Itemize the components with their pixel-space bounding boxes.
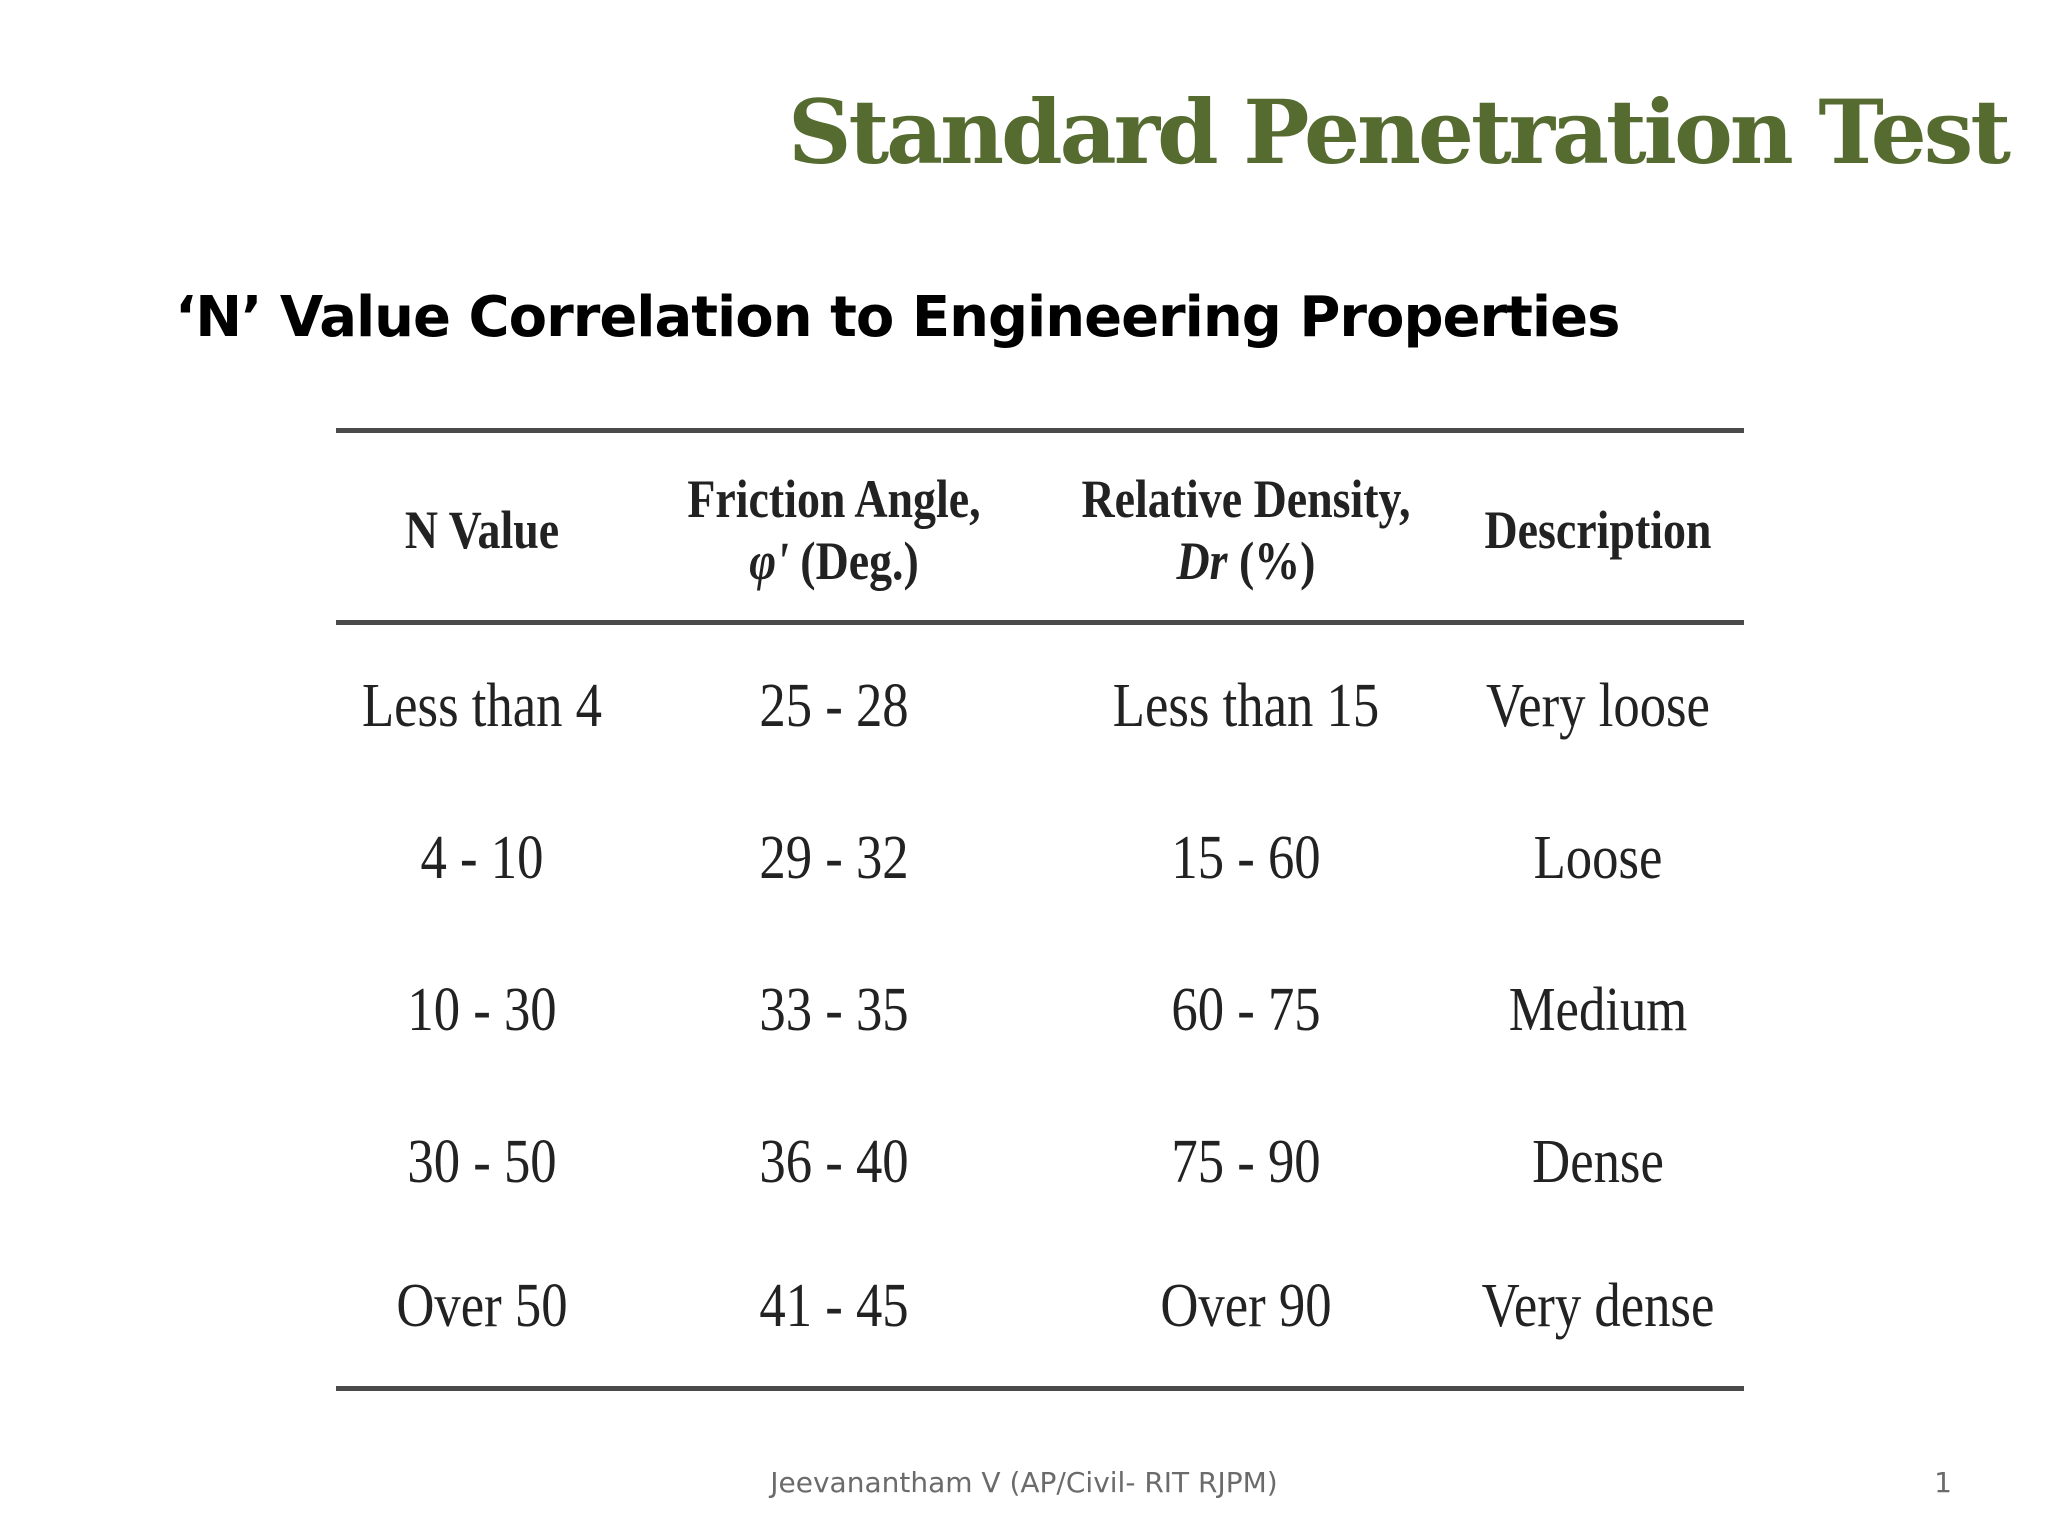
- table-row: 4 - 10 29 - 32 15 - 60 Loose: [336, 782, 1744, 934]
- cell-relative-density: 75 - 90: [1171, 1127, 1321, 1196]
- table-bottom-rule: [336, 1386, 1744, 1391]
- cell-description: Medium: [1508, 975, 1688, 1044]
- friction-angle-symbol: φ': [749, 531, 789, 591]
- cell-friction-angle: 25 - 28: [759, 671, 909, 740]
- cell-friction-angle: 41 - 45: [759, 1271, 909, 1340]
- page-number: 1: [1934, 1466, 1952, 1499]
- header-friction-angle: Friction Angle, φ' (Deg.): [687, 468, 981, 591]
- cell-relative-density: 15 - 60: [1171, 823, 1321, 892]
- cell-relative-density: Less than 15: [1112, 671, 1380, 740]
- cell-n-value: Less than 4: [361, 671, 603, 740]
- table-row: Less than 4 25 - 28 Less than 15 Very lo…: [336, 630, 1744, 782]
- cell-friction-angle: 36 - 40: [759, 1127, 909, 1196]
- header-description: Description: [1484, 499, 1712, 560]
- cell-n-value: Over 50: [396, 1271, 568, 1340]
- cell-relative-density: 60 - 75: [1171, 975, 1321, 1044]
- table-header-row: N Value Friction Angle, φ' (Deg.) Relati…: [336, 460, 1744, 600]
- footer-author: Jeevanantham V (AP/Civil- RIT RJPM): [770, 1466, 1278, 1499]
- cell-friction-angle: 33 - 35: [759, 975, 909, 1044]
- cell-friction-angle: 29 - 32: [759, 823, 909, 892]
- relative-density-symbol: Dr: [1176, 531, 1228, 591]
- cell-relative-density: Over 90: [1160, 1271, 1332, 1340]
- table-top-rule: [336, 428, 1744, 433]
- cell-description: Very dense: [1481, 1271, 1715, 1340]
- slide-subtitle: ‘N’ Value Correlation to Engineering Pro…: [175, 285, 1620, 350]
- cell-description: Dense: [1532, 1127, 1664, 1196]
- table-row: Over 50 41 - 45 Over 90 Very dense: [336, 1230, 1744, 1382]
- header-n-value: N Value: [404, 499, 560, 560]
- table-row: 30 - 50 36 - 40 75 - 90 Dense: [336, 1086, 1744, 1238]
- cell-description: Very loose: [1486, 671, 1710, 740]
- header-relative-density: Relative Density, Dr (%): [1081, 468, 1411, 591]
- cell-n-value: 10 - 30: [407, 975, 557, 1044]
- cell-n-value: 30 - 50: [407, 1127, 557, 1196]
- cell-n-value: 4 - 10: [420, 823, 544, 892]
- table-row: 10 - 30 33 - 35 60 - 75 Medium: [336, 934, 1744, 1086]
- slide-title: Standard Penetration Test: [787, 80, 2011, 184]
- cell-description: Loose: [1533, 823, 1663, 892]
- table-header-rule: [336, 620, 1744, 625]
- spt-correlation-table: N Value Friction Angle, φ' (Deg.) Relati…: [336, 424, 1744, 1400]
